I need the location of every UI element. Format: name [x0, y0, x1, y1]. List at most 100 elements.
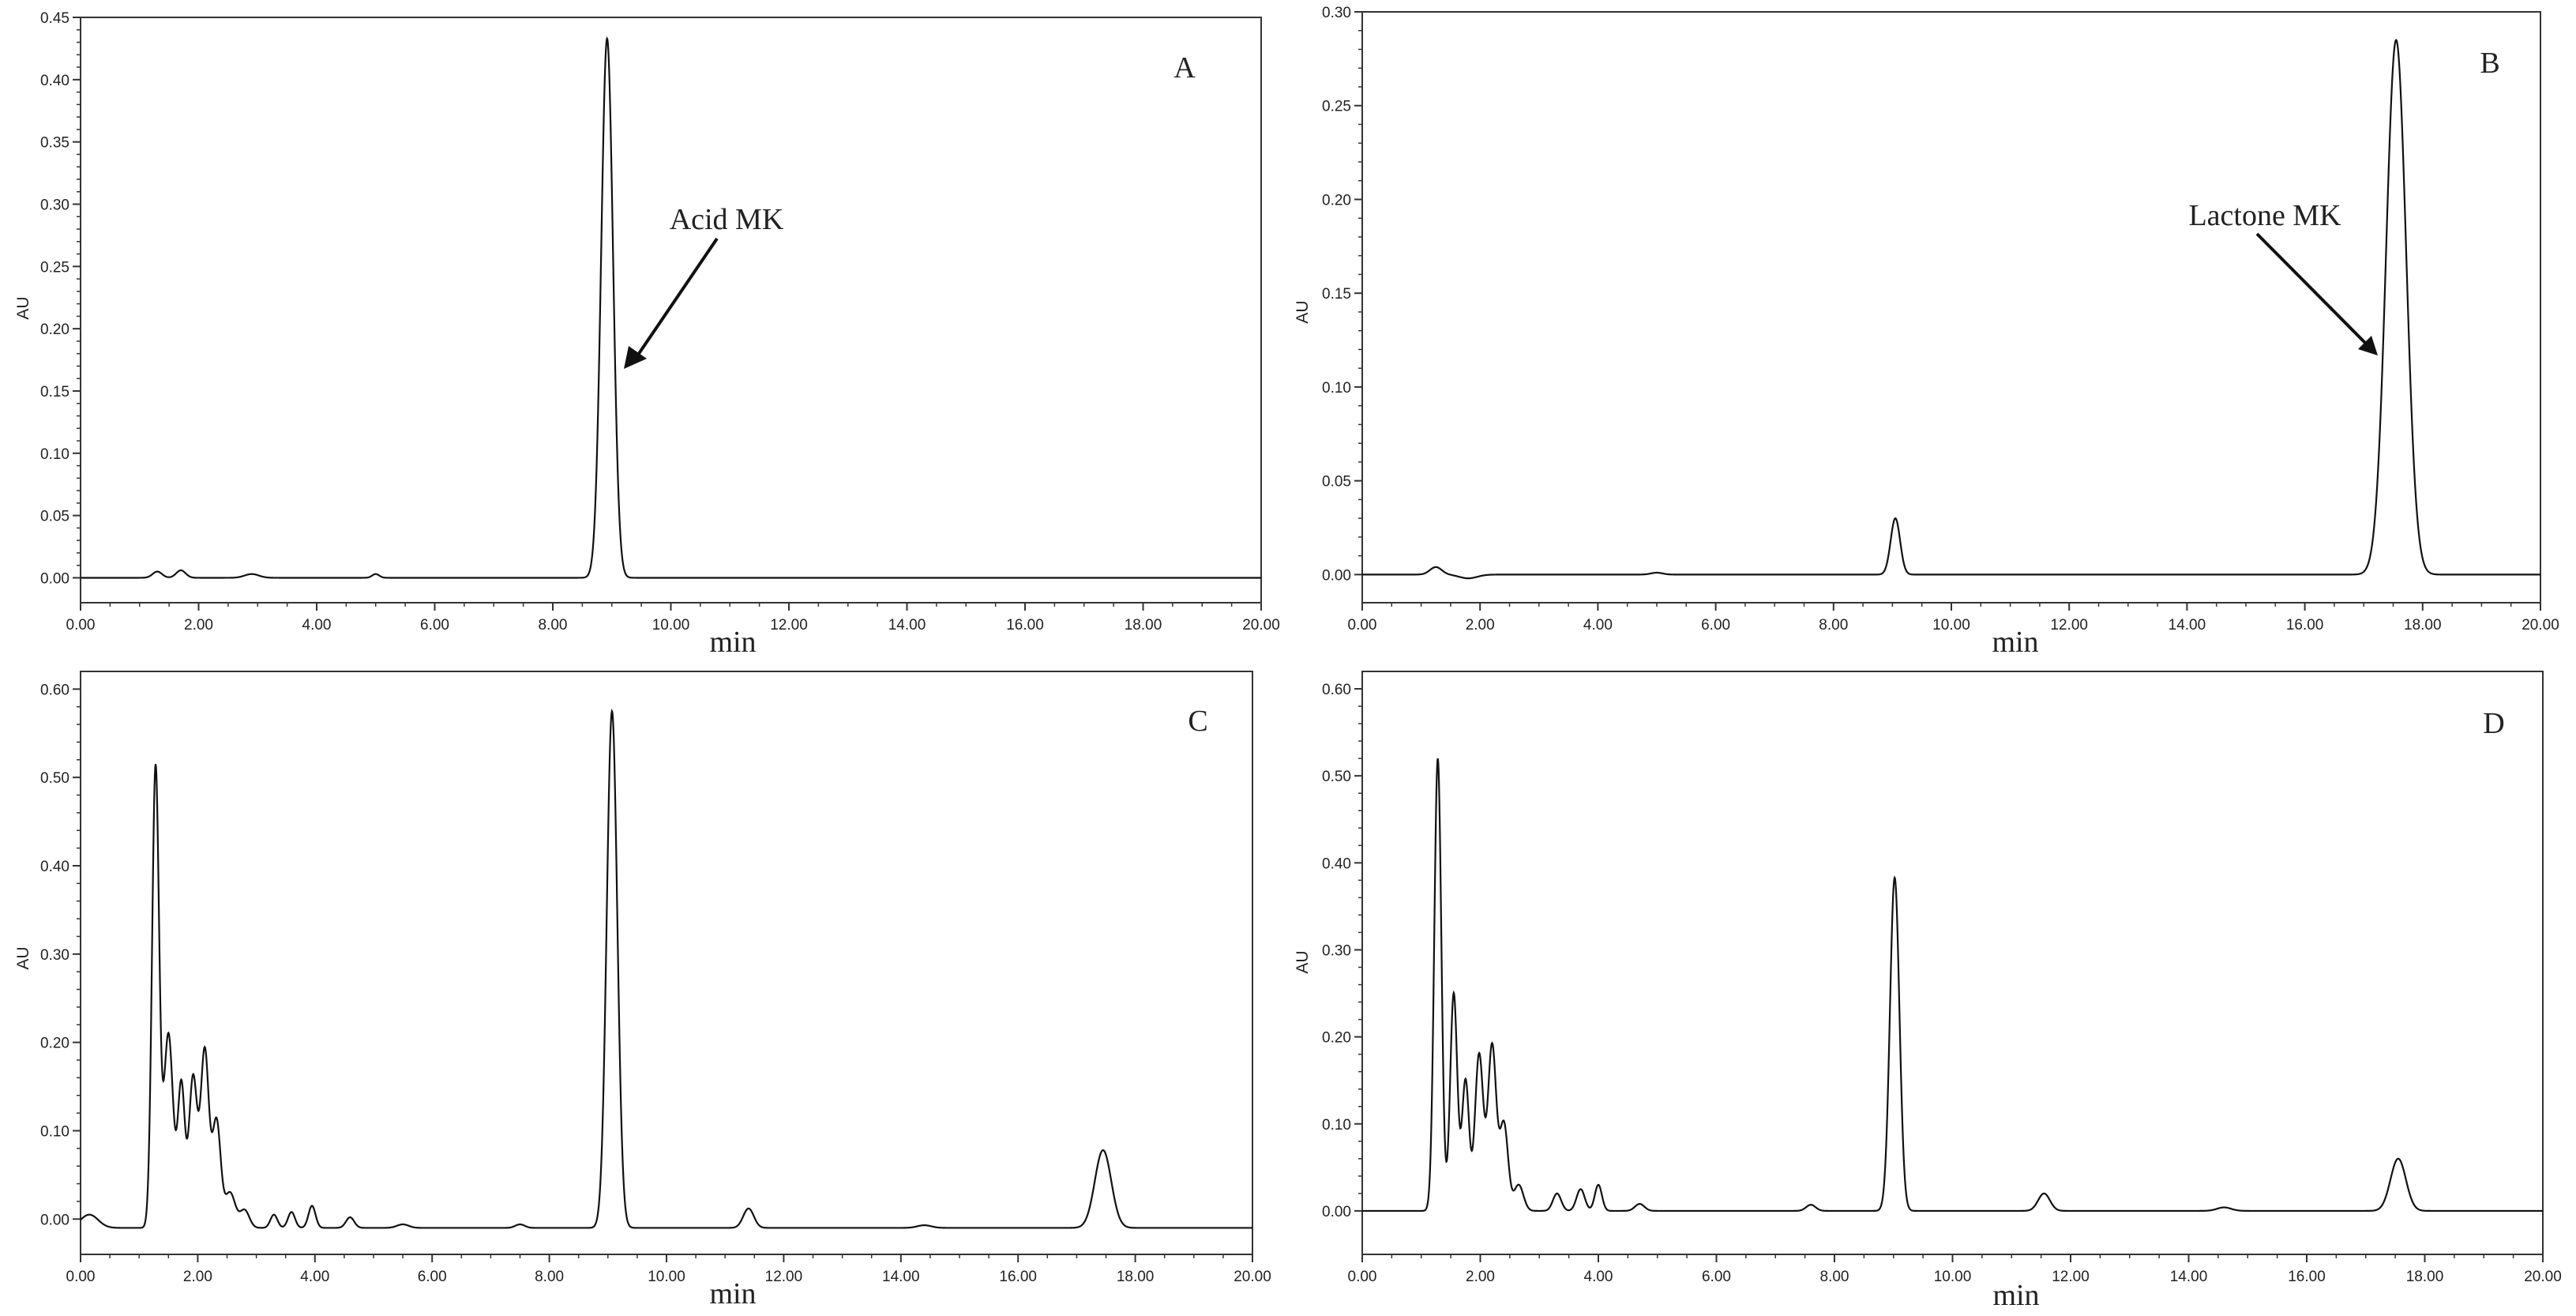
y-tick-label-a-8: 0.40 — [40, 73, 69, 89]
plot-b: 0.00 2.00 4.00 6.00 8.00 10.00 12.00 14.00 16.00… — [1322, 5, 2559, 634]
panel-label-d: D — [2483, 707, 2504, 740]
panel-label-c: C — [1188, 705, 1207, 738]
y-tick-label-a-7: 0.35 — [40, 135, 69, 152]
y-tick-label-b-5: 0.25 — [1322, 99, 1351, 115]
y-tick-label-a-9: 0.45 — [40, 10, 69, 27]
x-tick-label-c-7: 14.00 — [882, 1269, 920, 1285]
y-tick-label-a-0: 0.00 — [40, 570, 69, 587]
chromatogram-trace-c — [80, 709, 1252, 1229]
annotation-arrow-a — [635, 237, 719, 359]
annotation-acid-mk: Acid MK — [670, 203, 784, 236]
x-tick-label-a-5: 10.00 — [652, 617, 690, 634]
x-tick-label-b-2: 4.00 — [1583, 617, 1613, 634]
x-tick-label-a-10: 20.00 — [1242, 617, 1280, 634]
y-tick-label-c-5: 0.50 — [40, 770, 69, 787]
x-tick-label-b-1: 2.00 — [1466, 617, 1495, 634]
y-tick-label-a-5: 0.25 — [40, 259, 69, 276]
x-tick-label-d-3: 6.00 — [1702, 1269, 1731, 1285]
panel-d: D AU min — [1294, 707, 2505, 1312]
y-tick-label-c-1: 0.10 — [40, 1123, 69, 1140]
chromatogram-trace-a — [81, 36, 1261, 579]
panel-label-b: B — [2480, 47, 2499, 80]
y-tick-label-d-4: 0.40 — [1322, 855, 1351, 872]
x-tick-label-d-9: 18.00 — [2406, 1269, 2444, 1285]
panel-c: C AU min — [14, 705, 1208, 1310]
plot-c: 0.00 2.00 4.00 6.00 8.00 10.00 12.00 14.00 16.00… — [40, 671, 1271, 1285]
y-axis-label-b: AU — [1294, 300, 1312, 323]
panel-a: A AU min Acid MK — [14, 51, 1196, 659]
y-tick-label-c-4: 0.40 — [40, 859, 69, 875]
x-axis-label-a: min — [709, 626, 756, 659]
x-tick-label-c-10: 20.00 — [1234, 1269, 1271, 1285]
x-axis-label-c: min — [709, 1277, 756, 1310]
plot-a: 0.00 2.00 4.00 6.00 8.00 10.00 12.00 14.00 16.00… — [40, 10, 1280, 634]
y-tick-label-d-1: 0.10 — [1322, 1117, 1351, 1134]
x-tick-label-d-1: 2.00 — [1466, 1269, 1495, 1285]
y-tick-label-a-4: 0.20 — [40, 321, 69, 338]
x-tick-label-b-9: 18.00 — [2404, 617, 2442, 634]
x-tick-label-c-4: 8.00 — [535, 1269, 564, 1285]
y-tick-label-a-1: 0.05 — [40, 509, 69, 525]
x-tick-label-c-6: 12.00 — [765, 1269, 803, 1285]
x-tick-label-d-0: 0.00 — [1348, 1269, 1377, 1285]
x-tick-label-c-3: 6.00 — [418, 1269, 447, 1285]
panel-b: B AU min Lactone MK — [1294, 47, 2500, 659]
y-tick-label-c-6: 0.60 — [40, 682, 69, 698]
x-tick-label-c-8: 16.00 — [999, 1269, 1037, 1285]
y-tick-label-d-3: 0.30 — [1322, 942, 1351, 959]
x-tick-label-b-6: 12.00 — [2050, 617, 2088, 634]
x-tick-label-b-3: 6.00 — [1701, 617, 1730, 634]
x-tick-label-b-4: 8.00 — [1819, 617, 1848, 634]
x-tick-label-a-7: 14.00 — [888, 617, 926, 634]
x-tick-label-a-0: 0.00 — [66, 617, 96, 634]
x-tick-label-a-3: 6.00 — [420, 617, 449, 634]
x-tick-label-b-5: 10.00 — [1932, 617, 1970, 634]
x-tick-label-a-9: 18.00 — [1125, 617, 1162, 634]
chromatogram-trace-b — [1362, 39, 2540, 580]
y-axis-label-a: AU — [14, 296, 32, 319]
x-tick-label-a-2: 4.00 — [302, 617, 332, 634]
y-tick-label-d-0: 0.00 — [1322, 1204, 1351, 1220]
x-tick-label-d-8: 16.00 — [2288, 1269, 2326, 1285]
x-tick-label-d-6: 12.00 — [2052, 1269, 2090, 1285]
y-tick-label-b-4: 0.20 — [1322, 192, 1351, 209]
plot-d: 0.00 2.00 4.00 6.00 8.00 10.00 12.00 14.00 16.00… — [1322, 671, 2562, 1285]
x-tick-label-d-2: 4.00 — [1584, 1269, 1613, 1285]
x-tick-label-b-10: 20.00 — [2522, 617, 2559, 634]
y-tick-label-a-3: 0.15 — [40, 384, 69, 400]
x-tick-label-c-0: 0.00 — [66, 1269, 96, 1285]
x-axis-label-b: min — [1992, 626, 2038, 659]
x-tick-label-c-9: 18.00 — [1117, 1269, 1155, 1285]
x-tick-label-a-8: 16.00 — [1006, 617, 1044, 634]
y-axis-label-d: AU — [1294, 950, 1312, 973]
panel-label-a: A — [1173, 51, 1196, 85]
annotation-arrow-b — [2255, 232, 2368, 346]
x-tick-label-d-7: 14.00 — [2170, 1269, 2208, 1285]
annotation-lactone-mk: Lactone MK — [2188, 199, 2341, 232]
x-tick-label-b-0: 0.00 — [1348, 617, 1377, 634]
x-tick-label-d-5: 10.00 — [1934, 1269, 1972, 1285]
x-axis-label-d: min — [1992, 1279, 2039, 1312]
x-tick-label-c-1: 2.00 — [183, 1269, 212, 1285]
y-tick-label-d-5: 0.50 — [1322, 769, 1351, 785]
y-tick-label-d-6: 0.60 — [1322, 682, 1351, 698]
chromatogram-trace-d — [1362, 758, 2543, 1213]
y-tick-label-b-3: 0.15 — [1322, 286, 1351, 303]
x-tick-label-c-5: 10.00 — [648, 1269, 685, 1285]
y-tick-label-c-3: 0.30 — [40, 947, 69, 964]
y-tick-label-a-2: 0.10 — [40, 446, 69, 463]
x-tick-label-a-6: 12.00 — [770, 617, 808, 634]
annotation-arrowhead-b — [2358, 336, 2378, 355]
y-axis-label-c: AU — [14, 946, 32, 969]
y-tick-label-b-0: 0.00 — [1322, 567, 1351, 584]
y-tick-label-b-1: 0.05 — [1322, 474, 1351, 491]
y-tick-label-a-6: 0.30 — [40, 197, 69, 213]
x-tick-label-a-4: 8.00 — [539, 617, 568, 634]
y-tick-label-b-2: 0.10 — [1322, 380, 1351, 397]
y-tick-label-d-2: 0.20 — [1322, 1030, 1351, 1047]
x-tick-label-d-10: 20.00 — [2524, 1269, 2562, 1285]
x-tick-label-b-8: 16.00 — [2286, 617, 2324, 634]
x-tick-label-a-1: 2.00 — [184, 617, 213, 634]
y-tick-label-c-2: 0.20 — [40, 1036, 69, 1052]
